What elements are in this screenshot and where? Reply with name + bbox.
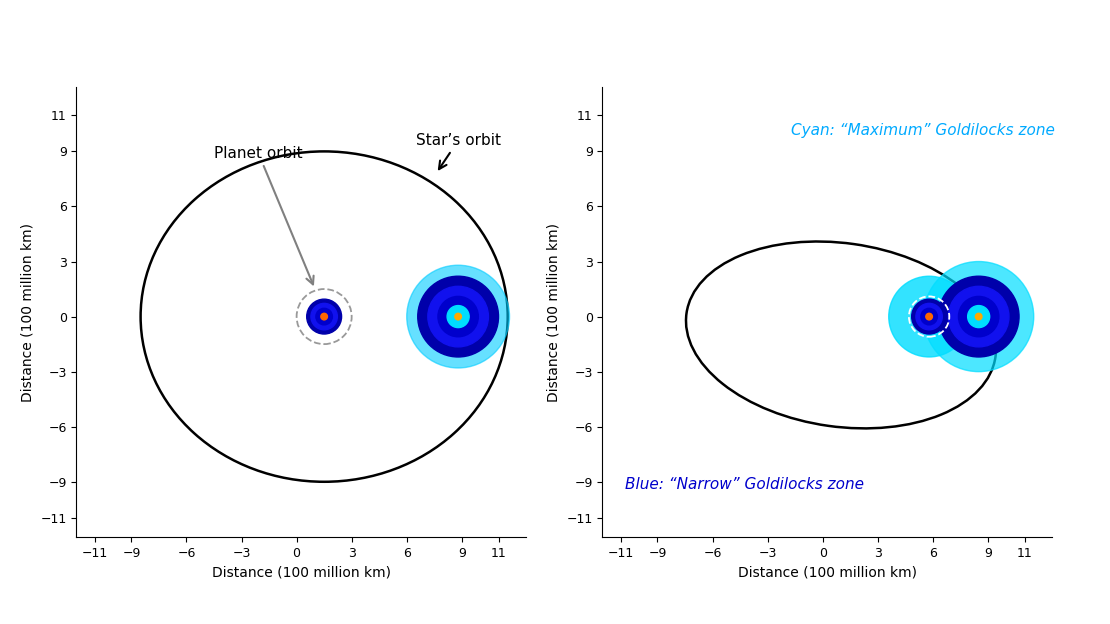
Circle shape (406, 265, 509, 368)
Circle shape (976, 313, 982, 320)
X-axis label: Distance (100 million km): Distance (100 million km) (212, 565, 391, 579)
Text: Cyan: “Maximum” Goldilocks zone: Cyan: “Maximum” Goldilocks zone (791, 123, 1056, 138)
Circle shape (921, 308, 937, 325)
Circle shape (948, 286, 1009, 347)
Circle shape (306, 299, 342, 334)
Circle shape (311, 303, 337, 330)
Circle shape (438, 296, 478, 337)
Circle shape (316, 308, 332, 325)
Circle shape (321, 313, 327, 320)
Circle shape (924, 261, 1033, 372)
Circle shape (417, 276, 498, 357)
Circle shape (427, 286, 488, 347)
Circle shape (958, 296, 999, 337)
X-axis label: Distance (100 million km): Distance (100 million km) (738, 565, 917, 579)
Circle shape (455, 313, 462, 320)
Circle shape (916, 303, 942, 330)
Circle shape (889, 276, 969, 357)
Y-axis label: Distance (100 million km): Distance (100 million km) (547, 223, 561, 401)
Y-axis label: Distance (100 million km): Distance (100 million km) (21, 223, 34, 401)
Text: Planet orbit: Planet orbit (214, 145, 314, 285)
Text: Star’s orbit: Star’s orbit (416, 133, 501, 169)
Circle shape (911, 299, 947, 334)
Circle shape (447, 306, 470, 328)
Circle shape (968, 306, 990, 328)
Text: Blue: “Narrow” Goldilocks zone: Blue: “Narrow” Goldilocks zone (625, 477, 864, 492)
Circle shape (926, 313, 932, 320)
Circle shape (938, 276, 1019, 357)
